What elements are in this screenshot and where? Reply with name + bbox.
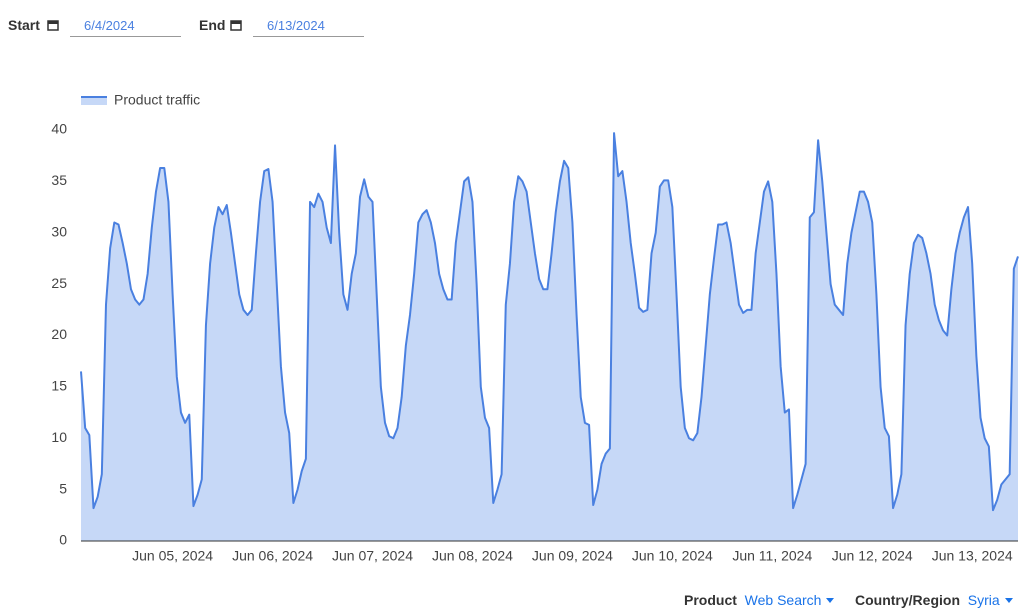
filter-label: Product [684, 592, 737, 608]
end-label: End [199, 17, 226, 33]
product-filter[interactable]: Product Web Search [684, 592, 835, 608]
dropdown-arrow [1004, 598, 1013, 603]
x-tick-label: Jun 12, 2024 [832, 548, 913, 564]
filter-label: Country/Region [855, 592, 960, 608]
x-tick-label: Jun 11, 2024 [732, 548, 812, 564]
filter-value: Web Search [744, 592, 822, 608]
x-tick-label: Jun 08, 2024 [432, 548, 513, 564]
x-tick-label: Jun 07, 2024 [332, 548, 413, 564]
x-tick-label: Jun 06, 2024 [232, 548, 313, 564]
y-tick-label: 20 [51, 326, 67, 342]
x-tick-label: Jun 10, 2024 [632, 548, 713, 564]
calendar-icon[interactable] [230, 19, 242, 31]
legend-label[interactable]: Product traffic [114, 92, 200, 108]
y-tick-label: 30 [51, 223, 67, 239]
chart: Product traffic 0 5 10 15 20 25 30 35 40 Jun 05, … [51, 92, 1019, 564]
calendar-icon[interactable] [47, 19, 59, 31]
start-date-input[interactable]: 6/4/2024 [70, 18, 181, 37]
filter-value: Syria [967, 592, 1000, 608]
legend-swatch [81, 97, 107, 105]
end-date-input[interactable]: 6/13/2024 [253, 18, 364, 37]
y-tick-label: 15 [51, 378, 67, 394]
x-tick-label: Jun 09, 2024 [532, 548, 613, 564]
y-tick-label: 0 [59, 532, 67, 548]
y-tick-label: 5 [59, 480, 67, 496]
x-tick-label: Jun 05, 2024 [132, 548, 213, 564]
country-filter[interactable]: Country/Region Syria [855, 592, 1014, 608]
start-label: Start [8, 17, 40, 33]
y-tick-label: 35 [51, 172, 67, 188]
area-line [80, 132, 1019, 512]
y-tick-label: 25 [51, 275, 67, 291]
y-tick-label: 10 [51, 429, 67, 445]
area-fill [81, 133, 1018, 541]
x-tick-label: Jun 13, 2024 [932, 548, 1013, 564]
dropdown-arrow [826, 598, 835, 603]
y-tick-label: 40 [51, 121, 67, 137]
